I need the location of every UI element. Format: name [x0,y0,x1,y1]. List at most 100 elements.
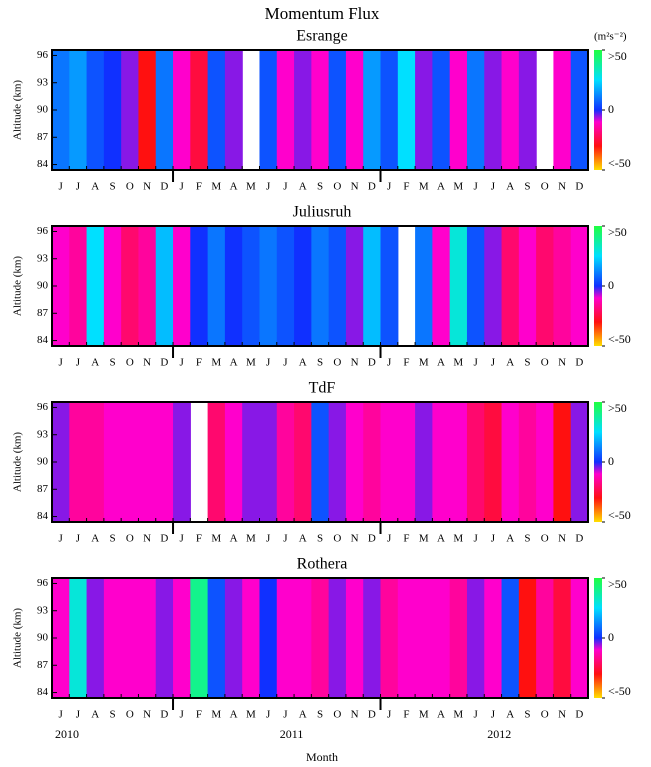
heat-cell [397,402,416,522]
x-tick-label: J [266,709,271,721]
heat-cell [86,226,105,346]
x-tick-label: S [317,357,323,369]
heat-cell [466,578,485,698]
heat-cell [380,402,399,522]
heat-cell [276,578,295,698]
x-tick-label: J [59,533,64,545]
heat-cell [311,50,330,170]
heat-cell [501,226,520,346]
heat-cell [570,50,589,170]
x-tick-label: N [351,181,359,193]
colorbar-tick-label: 0 [608,278,614,292]
heat-cell [173,226,191,346]
x-tick-label: S [524,357,530,369]
heat-cell [52,50,70,170]
heat-cell [103,226,122,346]
x-tick-label: D [575,357,583,369]
x-tick-label: M [419,357,429,369]
x-tick-label: O [333,357,341,369]
year-label: 2012 [487,727,511,741]
x-tick-label: A [91,357,99,369]
x-tick-label: A [91,709,99,721]
x-tick-label: A [506,181,514,193]
colorbar [594,578,602,698]
x-tick-label: M [453,181,463,193]
x-tick-label: J [387,533,392,545]
heat-cell [536,226,555,346]
x-tick-label: M [246,533,256,545]
x-tick-label: A [230,357,238,369]
heat-cell [52,226,70,346]
heat-cell [121,226,140,346]
x-tick-label: J [491,533,496,545]
x-tick-label: S [109,709,115,721]
x-tick-label: J [473,533,478,545]
x-tick-label: F [403,181,409,193]
y-axis-label: Altitude (km) [12,432,24,493]
heat-cell [294,50,312,170]
heat-cell [380,578,399,698]
heat-cell [173,578,191,698]
panel-title: Rothera [297,556,348,573]
x-tick-label: A [506,533,514,545]
x-tick-label: A [91,533,99,545]
heat-cell [363,50,382,170]
heat-cell [449,402,468,522]
y-tick-label: 96 [37,577,49,589]
heat-cell [432,50,451,170]
x-tick-label: M [246,709,256,721]
x-tick-label: N [351,533,359,545]
x-tick-label: F [403,709,409,721]
colorbar-tick-label: <-50 [608,156,631,170]
heat-cell [52,402,70,522]
heat-cell [86,50,105,170]
heat-cell [224,578,243,698]
x-tick-label: M [453,357,463,369]
y-tick-label: 87 [37,131,49,143]
panel-title: Esrange [296,28,348,45]
x-tick-label: A [506,357,514,369]
x-tick-label: D [368,533,376,545]
x-tick-label: J [491,181,496,193]
heat-cell [363,402,382,522]
heat-cell [518,402,537,522]
x-tick-label: M [211,181,221,193]
colorbar [594,226,602,346]
heat-cell [190,50,209,170]
x-tick-label: A [437,181,445,193]
heat-cell [484,578,503,698]
colorbar-tick-label: >50 [608,401,627,415]
x-tick-label: M [246,357,256,369]
heat-cell [224,50,243,170]
heat-cell [276,50,295,170]
heat-cell [518,226,537,346]
heat-cell [155,50,174,170]
heat-cell [224,226,243,346]
x-tick-label: J [387,709,392,721]
heat-cell [242,578,261,698]
y-tick-label: 96 [37,401,49,413]
heat-cell [259,50,278,170]
heat-cell [415,402,433,522]
y-tick-label: 87 [37,307,49,319]
heat-cell [86,402,105,522]
heat-cell [103,50,122,170]
heat-cell [484,50,503,170]
heat-cell [190,226,209,346]
heat-cell [380,226,399,346]
heat-cell [553,226,572,346]
heat-cell [397,578,416,698]
heat-cell [69,578,88,698]
heat-cell [518,578,537,698]
x-tick-label: A [437,709,445,721]
heat-cell [466,226,485,346]
heat-cell [69,50,88,170]
heat-cell [328,50,347,170]
colorbar-tick-label: >50 [608,577,627,591]
heat-cell [553,50,572,170]
y-axis-label: Altitude (km) [12,608,24,669]
x-tick-label: J [59,709,64,721]
x-tick-label: N [143,533,151,545]
y-tick-label: 90 [37,632,49,644]
x-tick-label: F [196,181,202,193]
